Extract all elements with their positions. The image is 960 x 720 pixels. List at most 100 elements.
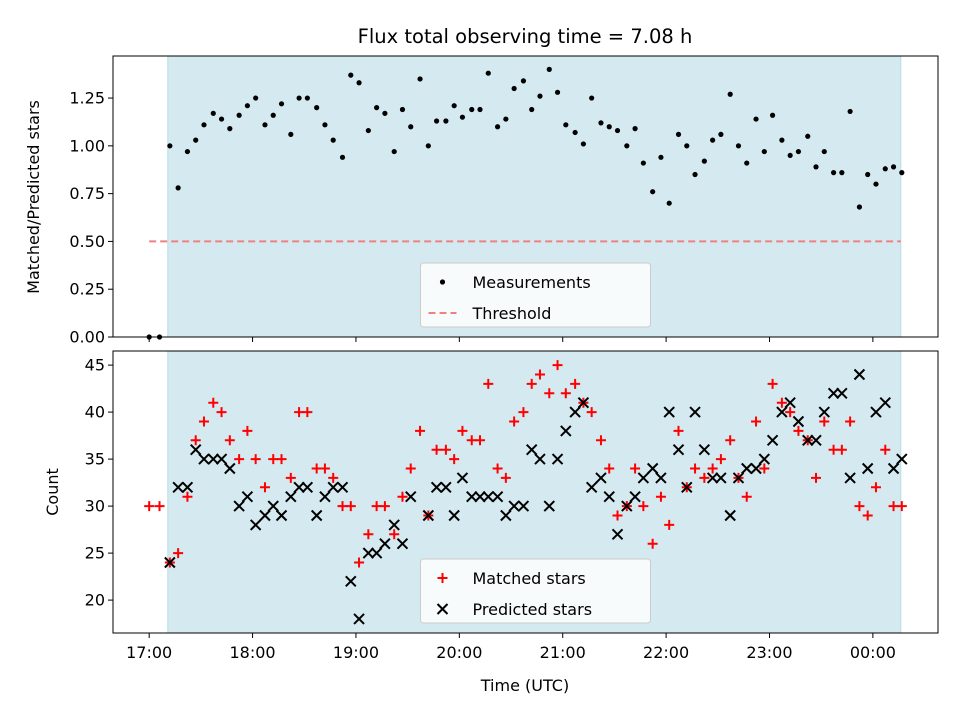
y-tick-label: 1.00 [69, 136, 105, 155]
data-point [184, 148, 191, 155]
y-tick-label: 0.75 [69, 184, 105, 203]
data-point [224, 435, 235, 446]
data-point [586, 407, 597, 418]
x-tick-label: 22:00 [643, 643, 689, 662]
data-point [363, 529, 374, 540]
data-point [595, 435, 606, 446]
legend-label: Predicted stars [473, 600, 593, 619]
data-point [811, 472, 822, 483]
data-point [250, 454, 261, 465]
data-point [753, 116, 759, 122]
data-point [655, 472, 667, 484]
data-point [595, 472, 607, 484]
data-point [430, 481, 443, 494]
data-point [456, 472, 469, 484]
data-point [632, 126, 638, 132]
data-point [767, 378, 778, 389]
data-point [182, 491, 193, 502]
data-point [612, 510, 623, 521]
data-point [348, 72, 354, 78]
data-point [405, 463, 416, 474]
data-point [503, 116, 509, 122]
data-point [560, 425, 572, 437]
data-point [408, 124, 414, 130]
data-point [397, 491, 408, 502]
data-point [650, 189, 656, 195]
data-point [890, 164, 897, 170]
data-point [899, 170, 905, 176]
data-point [319, 490, 331, 503]
data-point [304, 95, 310, 101]
data-point [477, 106, 483, 113]
data-point [537, 93, 543, 99]
data-point [614, 127, 621, 134]
series-predicted-stars [164, 368, 908, 625]
data-point [518, 407, 529, 418]
data-point [440, 481, 452, 494]
data-point [172, 481, 184, 494]
data-point [215, 453, 228, 465]
legend-marker-matched [437, 573, 448, 583]
data-point [529, 106, 535, 113]
data-point [253, 95, 259, 101]
data-point [391, 148, 397, 155]
x-tick-label: 18:00 [230, 643, 276, 662]
legend-box [420, 558, 651, 624]
data-point [201, 122, 207, 128]
data-point [844, 472, 856, 484]
data-point [482, 490, 494, 503]
data-point [873, 181, 879, 187]
data-point [585, 481, 598, 494]
data-point [560, 388, 571, 399]
data-point [715, 454, 726, 465]
data-point [629, 490, 641, 503]
data-point [698, 443, 711, 456]
data-point [534, 453, 546, 465]
data-point [236, 112, 242, 118]
data-point [330, 137, 336, 143]
bottom-panel: 20 25 30 35 40 45 17:00 18:00 19:00 20:00 21:00 22:… [85, 350, 939, 662]
data-point [785, 407, 796, 418]
data-point [500, 472, 511, 483]
data-point [604, 463, 615, 474]
data-point [630, 463, 641, 474]
x-tick-label: 19:00 [333, 643, 379, 662]
data-point [314, 105, 320, 111]
data-point [443, 118, 449, 124]
data-point [275, 509, 288, 522]
data-point [551, 453, 564, 465]
data-point [853, 368, 866, 381]
data-point [741, 462, 753, 475]
data-point [666, 200, 672, 206]
x-tick-label: 23:00 [746, 643, 792, 662]
y-tick-label: 40 [85, 403, 105, 422]
data-point [776, 397, 787, 408]
data-point [154, 501, 165, 512]
data-point [861, 462, 874, 475]
data-point [715, 472, 727, 484]
y-tick-label: 30 [85, 497, 105, 516]
data-point [758, 453, 771, 465]
data-point [362, 547, 375, 559]
data-point [750, 462, 762, 475]
data-point [690, 463, 701, 474]
y-tick-label: 1.25 [69, 89, 105, 108]
series-measurements [146, 66, 905, 340]
data-point [761, 148, 767, 155]
data-point [189, 443, 202, 456]
legend-box [420, 262, 651, 328]
data-point [431, 444, 442, 455]
data-point [684, 143, 690, 149]
data-point [819, 416, 830, 427]
data-point [356, 80, 362, 86]
data-point [552, 360, 563, 371]
data-point [870, 482, 881, 493]
data-point [259, 482, 270, 493]
data-point [210, 110, 216, 116]
legend-marker-measurements [439, 279, 446, 285]
y-tick-label: 20 [85, 591, 105, 610]
data-point [302, 407, 313, 418]
data-point [699, 472, 710, 483]
data-point [208, 397, 219, 408]
data-point [365, 127, 371, 134]
